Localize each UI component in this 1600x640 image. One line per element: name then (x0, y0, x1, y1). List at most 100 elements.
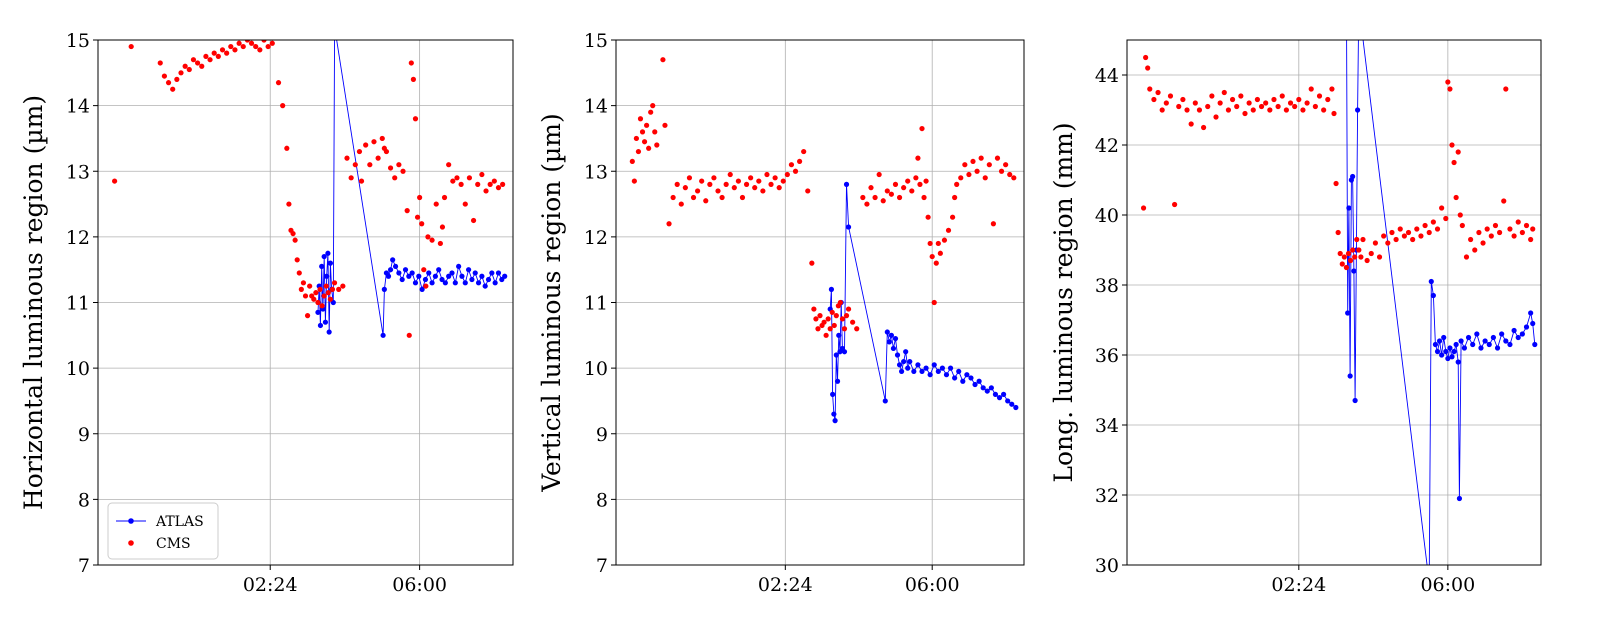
atlas-point (456, 263, 462, 270)
x-tick-label: 02:24 (1271, 574, 1326, 596)
atlas-point (1346, 205, 1352, 211)
cms-point (1180, 96, 1186, 103)
cms-point (170, 86, 176, 92)
cms-point (1339, 261, 1345, 267)
y-tick-label: 12 (584, 227, 608, 249)
cms-point (1430, 219, 1436, 225)
y-tick-label: 9 (596, 424, 608, 446)
atlas-point (1503, 338, 1509, 344)
y-tick-label: 13 (584, 161, 608, 183)
y-tick-label: 8 (596, 489, 608, 511)
cms-point (470, 217, 477, 224)
cms-point (441, 194, 448, 201)
atlas-point (1515, 334, 1521, 341)
cms-point (454, 175, 460, 181)
atlas-point (843, 181, 850, 187)
atlas-point (996, 395, 1003, 401)
cms-point (1341, 254, 1347, 260)
atlas-point (381, 286, 387, 292)
cms-point (1292, 103, 1298, 110)
cms-point (974, 168, 980, 174)
cms-point (1372, 240, 1378, 246)
atlas-point (1519, 331, 1525, 337)
cms-point (329, 286, 336, 292)
y-tick-label: 15 (66, 30, 90, 52)
cms-point (265, 43, 271, 50)
atlas-point (1507, 341, 1513, 348)
cms-point (290, 230, 296, 237)
y-tick-label: 36 (1095, 345, 1119, 367)
y-tick-label: 34 (1095, 415, 1119, 437)
cms-point (174, 76, 180, 82)
cms-point (1147, 86, 1153, 92)
atlas-point (1449, 354, 1455, 360)
cms-point (1221, 89, 1227, 96)
cms-point (892, 181, 899, 187)
y-tick-label: 9 (78, 424, 90, 446)
cms-point (1242, 110, 1248, 117)
cms-point (784, 171, 790, 178)
cms-point (813, 316, 819, 322)
atlas-point (325, 250, 331, 256)
cms-point (450, 178, 456, 184)
atlas-point (836, 332, 842, 338)
cms-point (739, 194, 746, 201)
legend-swatch-marker (128, 540, 134, 546)
cms-point (760, 188, 766, 194)
atlas-point (984, 388, 990, 394)
cms-point (1329, 86, 1335, 92)
cms-point (1439, 205, 1445, 211)
cms-point (1422, 222, 1428, 229)
atlas-point (482, 283, 488, 289)
atlas-point (1434, 348, 1441, 355)
atlas-point (1455, 359, 1461, 365)
atlas-point (459, 273, 465, 279)
cms-point (674, 181, 680, 187)
cms-point (404, 208, 410, 214)
cms-point (1393, 236, 1399, 243)
atlas-point (960, 378, 966, 384)
cms-point (344, 155, 350, 161)
atlas-point (412, 280, 419, 286)
cms-point (190, 57, 197, 63)
atlas-point (828, 286, 835, 292)
chart-panel-1: 7 8 9 10 11 12 13 14 15 02:24 06:00 Horizontal lumi… (19, 30, 514, 596)
y-axis-label: Long. luminous region (mm) (1049, 122, 1078, 482)
atlas-point (1430, 292, 1436, 299)
x-tick-label: 02:24 (758, 574, 813, 596)
cms-point (1159, 107, 1165, 113)
cms-point (1275, 103, 1281, 110)
cms-point (780, 178, 786, 184)
cms-point (228, 43, 234, 50)
cms-point (1530, 226, 1536, 232)
cms-point (990, 221, 997, 227)
y-tick-label: 44 (1095, 65, 1119, 87)
cms-point (414, 214, 421, 220)
cms-point (296, 270, 302, 276)
cms-point (1410, 236, 1416, 243)
cms-point (1434, 226, 1441, 232)
atlas-point (943, 372, 950, 378)
cms-point (331, 280, 338, 286)
cms-point (941, 237, 948, 243)
atlas-point (385, 273, 392, 279)
cms-point (954, 181, 960, 187)
cms-point (666, 221, 672, 227)
cms-point (815, 326, 821, 332)
cms-point (1343, 264, 1350, 271)
plot-area (1140, 40, 1538, 565)
x-tick-label: 06:00 (392, 574, 447, 596)
cms-point (703, 198, 709, 204)
cms-point (1238, 93, 1244, 99)
cms-point (400, 168, 406, 174)
atlas-point (442, 280, 448, 286)
cms-point (1254, 96, 1261, 103)
cms-point (367, 162, 373, 168)
cms-point (695, 188, 701, 194)
cms-point (994, 155, 1001, 161)
y-tick-label: 10 (66, 358, 90, 380)
cms-point (1271, 96, 1277, 103)
atlas-point (831, 411, 837, 417)
atlas-point (436, 267, 442, 273)
cms-point (302, 293, 309, 299)
